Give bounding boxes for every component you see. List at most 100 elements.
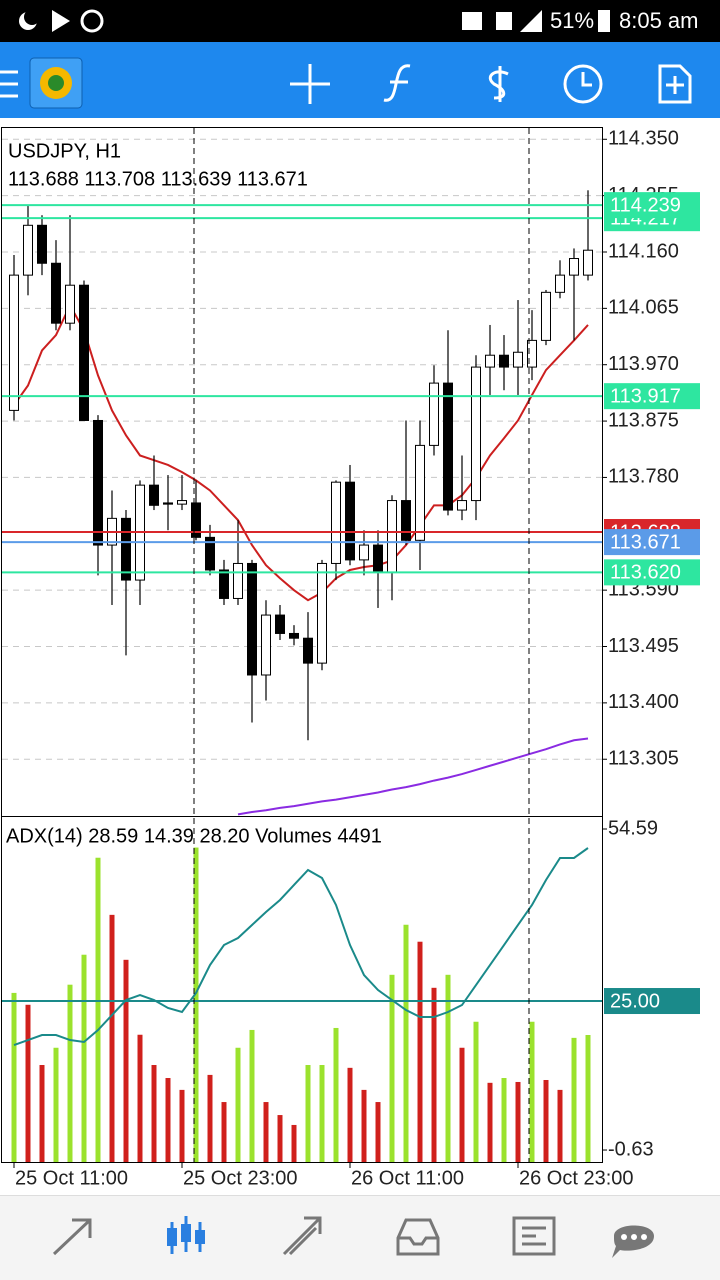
candle-body: [9, 274, 19, 411]
bottom-nav: [0, 1195, 720, 1280]
candle-body: [345, 481, 355, 561]
play-icon: [52, 10, 70, 32]
chart-subtitle: 113.688 113.708 113.639 113.671: [8, 168, 308, 190]
candle-body: [233, 562, 243, 599]
volume-bar: [53, 1047, 59, 1162]
candle-body: [219, 569, 229, 599]
candle-body: [247, 562, 257, 676]
volume-bar: [417, 941, 423, 1162]
level-label: 113.917: [610, 385, 681, 407]
volume-bar: [39, 1065, 45, 1162]
volume-bar: [403, 924, 409, 1162]
chart-tab[interactable]: [167, 1216, 205, 1254]
volume-bar: [123, 959, 129, 1162]
crosshair-button[interactable]: [290, 64, 330, 104]
history-button[interactable]: [563, 64, 603, 104]
level-label-box: [604, 192, 700, 219]
history-tab[interactable]: [396, 1218, 440, 1256]
moving-average: [237, 737, 589, 816]
volume-bar: [25, 1004, 31, 1162]
candle-body: [149, 484, 159, 506]
candle-body: [429, 382, 439, 446]
candle-body: [51, 262, 61, 324]
volume-bar: [487, 1082, 493, 1162]
candle-body: [513, 351, 523, 368]
level-label-box: [604, 383, 700, 410]
candle-body: [415, 444, 425, 541]
volume-bar: [221, 1102, 227, 1162]
new-order-button[interactable]: [658, 64, 692, 104]
candle-body: [569, 258, 579, 276]
candle-body: [289, 632, 299, 639]
volume-bar: [557, 1089, 563, 1162]
candle-body: [65, 284, 75, 324]
x-tick-label: 25 Oct 23:00: [183, 1167, 298, 1189]
volume-bar: [67, 984, 73, 1162]
candle-body: [177, 500, 187, 505]
app-icon[interactable]: [29, 57, 83, 109]
level-label: 25.00: [610, 990, 660, 1012]
volume-bar: [165, 1078, 171, 1162]
chart-title: USDJPY, H1: [8, 140, 121, 162]
candle-body: [37, 224, 47, 264]
y-tick-label: 113.970: [608, 353, 679, 375]
x-tick-label: 26 Oct 11:00: [351, 1167, 464, 1189]
volume-bar: [319, 1065, 325, 1162]
candle-body: [527, 339, 537, 368]
volume-bar: [151, 1065, 157, 1162]
quotes-tab[interactable]: [52, 1218, 92, 1256]
signal-icon: [520, 10, 542, 32]
level-label-box: [604, 529, 700, 556]
candle-body: [443, 382, 453, 511]
plot-layer: 114.350114.255114.160114.065113.970113.8…: [2, 128, 700, 1189]
volume-bar: [375, 1102, 381, 1162]
trade-tab[interactable]: [282, 1216, 322, 1256]
menu-button[interactable]: [0, 70, 18, 98]
data-icon: [496, 12, 512, 30]
volume-bar: [529, 1021, 535, 1162]
candle-body: [401, 500, 411, 541]
volume-bar: [291, 1124, 297, 1162]
y-tick-label: 114.160: [608, 240, 679, 262]
moving-average: [13, 303, 589, 602]
candle-body: [163, 502, 173, 505]
trade-button[interactable]: [488, 66, 509, 102]
volume-bar: [11, 992, 17, 1162]
candle-body: [261, 614, 271, 676]
volume-bar: [445, 974, 451, 1162]
candle-body: [275, 614, 285, 634]
candle-body: [359, 544, 369, 561]
candle-body: [121, 517, 131, 581]
candle-body: [205, 536, 215, 571]
candle-body: [541, 291, 551, 341]
candle-body: [317, 562, 327, 664]
volume-bar: [361, 1089, 367, 1162]
volume-bar: [179, 1089, 185, 1162]
mute-icon: [462, 12, 482, 30]
candle-body: [373, 544, 383, 573]
candle-body: [93, 419, 103, 546]
level-label-box: [604, 988, 700, 1015]
level-label: 113.671: [610, 531, 681, 553]
chat-tab[interactable]: [612, 1225, 654, 1259]
volume-bar: [473, 1021, 479, 1162]
y-tick-label: 113.875: [608, 409, 679, 431]
volume-bar: [501, 1078, 507, 1162]
volume-bar: [109, 914, 115, 1162]
indicators-button[interactable]: [383, 64, 411, 102]
candle-body: [555, 274, 565, 293]
candle-body: [499, 354, 509, 368]
volume-bar: [277, 1115, 283, 1162]
candle-body: [387, 500, 397, 573]
candle-body: [331, 481, 341, 564]
volume-bar: [459, 1047, 465, 1162]
volume-bar: [207, 1074, 213, 1162]
candle-body: [79, 284, 89, 421]
volume-bar: [305, 1065, 311, 1162]
y-tick-label: 54.59: [608, 817, 658, 839]
volume-bar: [95, 857, 101, 1162]
clock: 8:05 am: [619, 8, 699, 33]
news-tab[interactable]: [512, 1216, 556, 1256]
volume-bar: [431, 987, 437, 1162]
